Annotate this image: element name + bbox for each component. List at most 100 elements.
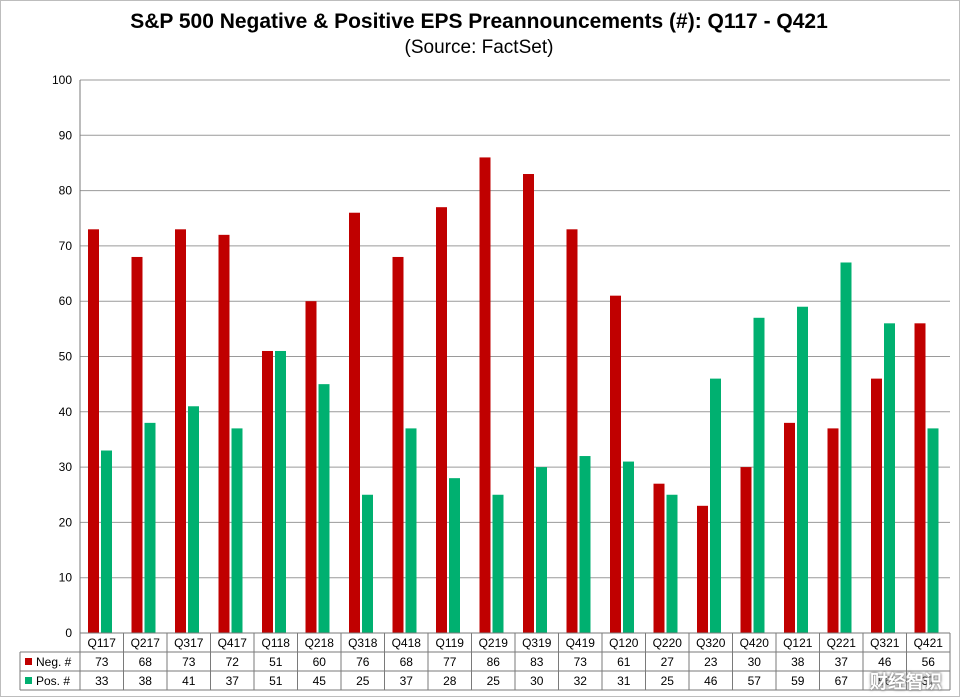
x-tick-label: Q419 (566, 636, 596, 650)
y-tick-label: 60 (59, 294, 73, 308)
bar-neg (871, 378, 882, 633)
bar-pos (797, 306, 808, 633)
x-tick-label: Q421 (914, 636, 944, 650)
data-label: 86 (487, 655, 501, 669)
bar-neg (88, 229, 99, 633)
data-label: 33 (95, 674, 109, 688)
x-tick-label: Q319 (522, 636, 552, 650)
legend-key-neg (25, 658, 32, 665)
data-label: 56 (922, 655, 936, 669)
data-label: 38 (791, 655, 805, 669)
data-label: 37 (400, 674, 414, 688)
x-tick-label: Q119 (436, 636, 465, 650)
data-label: 25 (356, 674, 370, 688)
data-label: 25 (487, 674, 501, 688)
bar-pos (753, 317, 765, 633)
data-label: 68 (400, 655, 414, 669)
chart-title: S&P 500 Negative & Positive EPS Preannou… (130, 10, 828, 33)
bar-neg (566, 229, 578, 633)
x-tick-label: Q121 (783, 636, 813, 650)
x-tick-label: Q417 (218, 636, 248, 650)
bar-pos (710, 378, 721, 633)
data-label: 25 (661, 674, 675, 688)
y-tick-label: 40 (59, 405, 73, 419)
bar-pos (666, 494, 678, 633)
bar-neg (305, 301, 317, 633)
legend-label-pos: Pos. # (36, 674, 70, 688)
x-tick-label: Q320 (696, 636, 726, 650)
bar-neg (914, 323, 926, 633)
data-label: 61 (617, 655, 631, 669)
bar-neg (262, 350, 273, 633)
data-label: 56 (878, 674, 892, 688)
y-tick-label: 100 (52, 73, 72, 87)
data-label: 51 (269, 674, 283, 688)
data-label: 27 (661, 655, 675, 669)
y-tick-label: 50 (59, 350, 73, 364)
data-label: 37 (226, 674, 240, 688)
data-label: 37 (922, 674, 936, 688)
data-label: 45 (313, 674, 327, 688)
bar-neg (653, 483, 665, 633)
bar-pos (318, 384, 330, 633)
data-label: 37 (835, 655, 849, 669)
y-tick-label: 30 (59, 460, 73, 474)
x-tick-label: Q321 (870, 636, 900, 650)
bar-neg (392, 256, 404, 633)
x-tick-label: Q221 (827, 636, 857, 650)
data-label: 76 (356, 655, 370, 669)
x-tick-label: Q318 (348, 636, 378, 650)
bar-neg (218, 234, 230, 633)
bar-pos (884, 323, 895, 633)
data-label: 38 (139, 674, 153, 688)
bars (88, 157, 939, 634)
data-label: 73 (574, 655, 588, 669)
data-label: 77 (443, 655, 457, 669)
bar-pos (362, 494, 373, 633)
bar-neg (523, 174, 534, 633)
data-label: 59 (791, 674, 805, 688)
x-tick-label: Q420 (740, 636, 770, 650)
bar-pos (492, 494, 504, 633)
data-label: 32 (574, 674, 588, 688)
bar-neg (175, 229, 186, 633)
bar-neg (740, 467, 752, 633)
bar-pos (840, 262, 852, 633)
bar-pos (579, 456, 591, 633)
bar-pos (144, 422, 156, 633)
bar-pos (231, 428, 243, 633)
bar-neg (349, 212, 360, 633)
data-label: 46 (878, 655, 892, 669)
y-tick-label: 0 (65, 626, 72, 640)
data-label: 67 (835, 674, 849, 688)
y-tick-label: 70 (59, 239, 73, 253)
bar-pos (927, 428, 939, 633)
x-tick-label: Q418 (392, 636, 422, 650)
bar-pos (275, 350, 286, 633)
y-tick-label: 20 (59, 515, 73, 529)
data-label: 41 (182, 674, 196, 688)
gridlines (80, 79, 950, 634)
data-label: 60 (313, 655, 327, 669)
bar-neg (610, 295, 621, 633)
legend-label-neg: Neg. # (36, 655, 72, 669)
x-tick-label: Q120 (609, 636, 639, 650)
data-label: 23 (704, 655, 718, 669)
y-tick-label: 90 (59, 128, 73, 142)
bar-neg (479, 157, 491, 634)
bar-pos (449, 478, 460, 633)
bar-pos (188, 406, 199, 633)
bar-neg (131, 256, 143, 633)
bar-pos (405, 428, 417, 633)
x-tick-label: Q220 (653, 636, 683, 650)
data-label: 46 (704, 674, 718, 688)
bar-pos (101, 450, 112, 633)
data-label: 57 (748, 674, 762, 688)
x-tick-label: Q218 (305, 636, 335, 650)
bar-neg (436, 207, 447, 633)
y-tick-label: 80 (59, 184, 73, 198)
data-label: 30 (748, 655, 762, 669)
data-table: Q117 Q217 Q317 Q417 Q118 Q218 Q318 Q418 Q119 Q219… (19, 632, 951, 691)
x-tick-label: Q219 (479, 636, 509, 650)
